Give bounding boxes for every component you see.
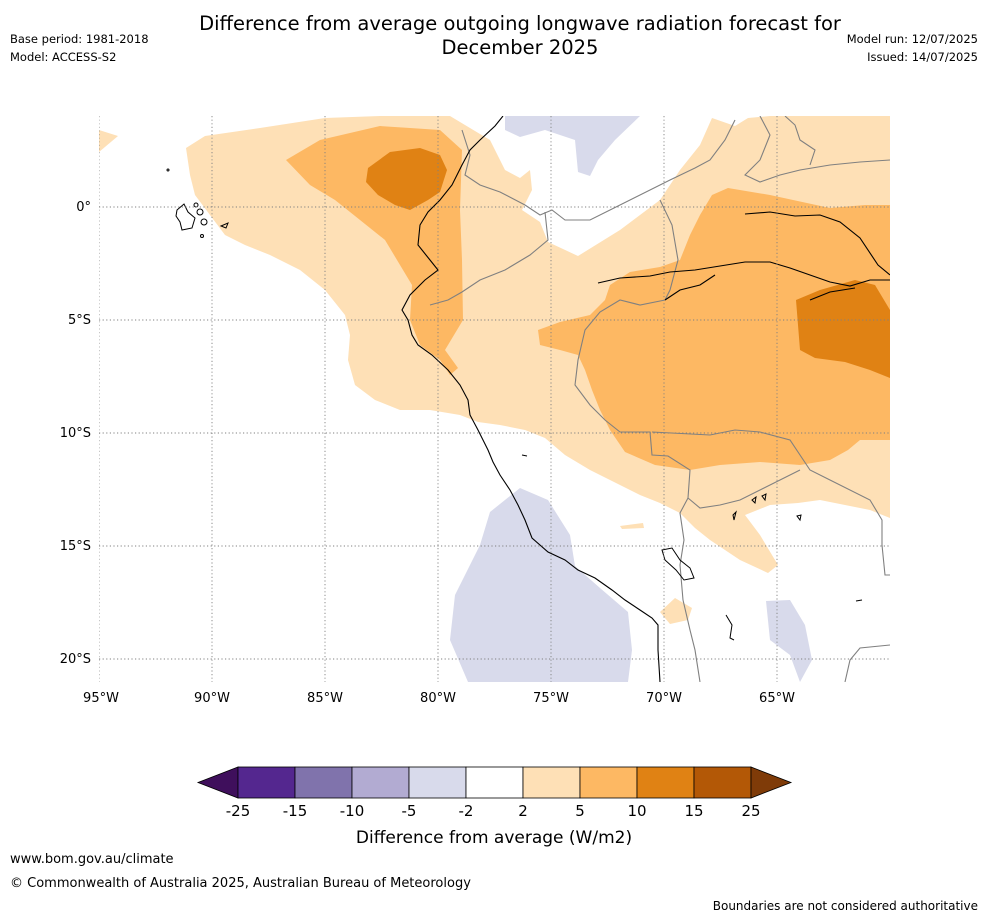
anomaly-region-negative — [766, 600, 812, 682]
anomaly-region-medium-orange — [538, 188, 890, 470]
model-run: Model run: 12/07/2025 — [846, 32, 978, 46]
lat-label: 5°S — [68, 313, 91, 328]
anomaly-region-negative — [505, 116, 640, 176]
gridlines — [99, 116, 890, 682]
copyright-notice: © Commonwealth of Australia 2025, Austra… — [10, 876, 471, 891]
colorbar-tick-label: -25 — [226, 802, 251, 820]
issued-date: Issued: 14/07/2025 — [867, 50, 978, 64]
colorbar-swatch — [579, 766, 638, 799]
colorbar — [196, 766, 793, 799]
colorbar-swatch — [294, 766, 353, 799]
latitude-labels: 0° 5°S 10°S 15°S 20°S — [60, 200, 91, 667]
lake-islands — [521, 454, 863, 641]
base-period: Base period: 1981-2018 — [10, 32, 149, 46]
anomaly-region-light-orange — [620, 523, 644, 529]
lon-label: 85°W — [307, 691, 343, 706]
meta-right: Model run: 12/07/2025 Issued: 14/07/2025 — [847, 32, 978, 68]
website-url: www.bom.gov.au/climate — [10, 852, 174, 867]
lat-label: 20°S — [60, 652, 91, 667]
map-area — [99, 116, 890, 682]
colorbar-tick-label: 5 — [575, 802, 585, 820]
lat-label: 10°S — [60, 426, 91, 441]
colorbar-swatch — [522, 766, 581, 799]
colorbar-tick-label: -5 — [402, 802, 417, 820]
anomaly-region-dark-orange — [366, 148, 447, 210]
colorbar-swatch — [408, 766, 467, 799]
anomaly-region-dark-orange — [796, 280, 890, 378]
colorbar-title: Difference from average (W/m2) — [356, 828, 632, 848]
colorbar-swatch — [351, 766, 410, 799]
country-boundaries — [429, 116, 890, 682]
lat-label: 15°S — [60, 539, 91, 554]
lon-label: 75°W — [533, 691, 569, 706]
colorbar-swatch — [636, 766, 695, 799]
lon-label: 95°W — [83, 691, 119, 706]
colorbar-tick-label: -15 — [283, 802, 308, 820]
colorbar-tick-label: 15 — [684, 802, 703, 820]
colorbar-swatch — [237, 766, 296, 799]
galapagos-islands — [166, 168, 229, 238]
lon-label: 65°W — [759, 691, 795, 706]
boundary-disclaimer: Boundaries are not considered authoritat… — [712, 899, 978, 913]
colorbar-tick-label: 25 — [741, 802, 760, 820]
lon-label: 90°W — [194, 691, 230, 706]
colorbar-tick-label: 10 — [627, 802, 646, 820]
colorbar-tick-label: 2 — [518, 802, 528, 820]
anomaly-region-light-orange — [99, 130, 118, 152]
meta-left: Base period: 1981-2018 Model: ACCESS-S2 — [10, 32, 149, 68]
colorbar-arrow-left — [196, 766, 239, 799]
lat-label: 0° — [76, 200, 91, 215]
lon-label: 70°W — [646, 691, 682, 706]
longitude-labels: 95°W 90°W 85°W 80°W 75°W 70°W 65°W — [83, 691, 795, 706]
colorbar-swatch — [693, 766, 752, 799]
model-name: Model: ACCESS-S2 — [10, 50, 117, 64]
colorbar-labels: -25 -15 -10 -5 -2 2 5 10 15 25 — [226, 802, 761, 820]
anomaly-region-negative — [450, 488, 632, 682]
lon-label: 80°W — [420, 691, 456, 706]
map-title: Difference from average outgoing longwav… — [199, 12, 841, 59]
colorbar-tick-label: -2 — [459, 802, 474, 820]
colorbar-tick-label: -10 — [340, 802, 365, 820]
colorbar-arrow-right — [750, 766, 793, 799]
coastlines — [401, 116, 890, 682]
colorbar-swatch — [465, 766, 524, 799]
